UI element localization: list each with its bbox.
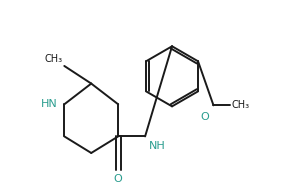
Text: HN: HN xyxy=(41,99,58,109)
Text: NH: NH xyxy=(149,141,166,151)
Text: CH₃: CH₃ xyxy=(44,54,62,64)
Text: CH₃: CH₃ xyxy=(231,100,249,110)
Text: O: O xyxy=(201,112,209,122)
Text: O: O xyxy=(114,174,123,184)
